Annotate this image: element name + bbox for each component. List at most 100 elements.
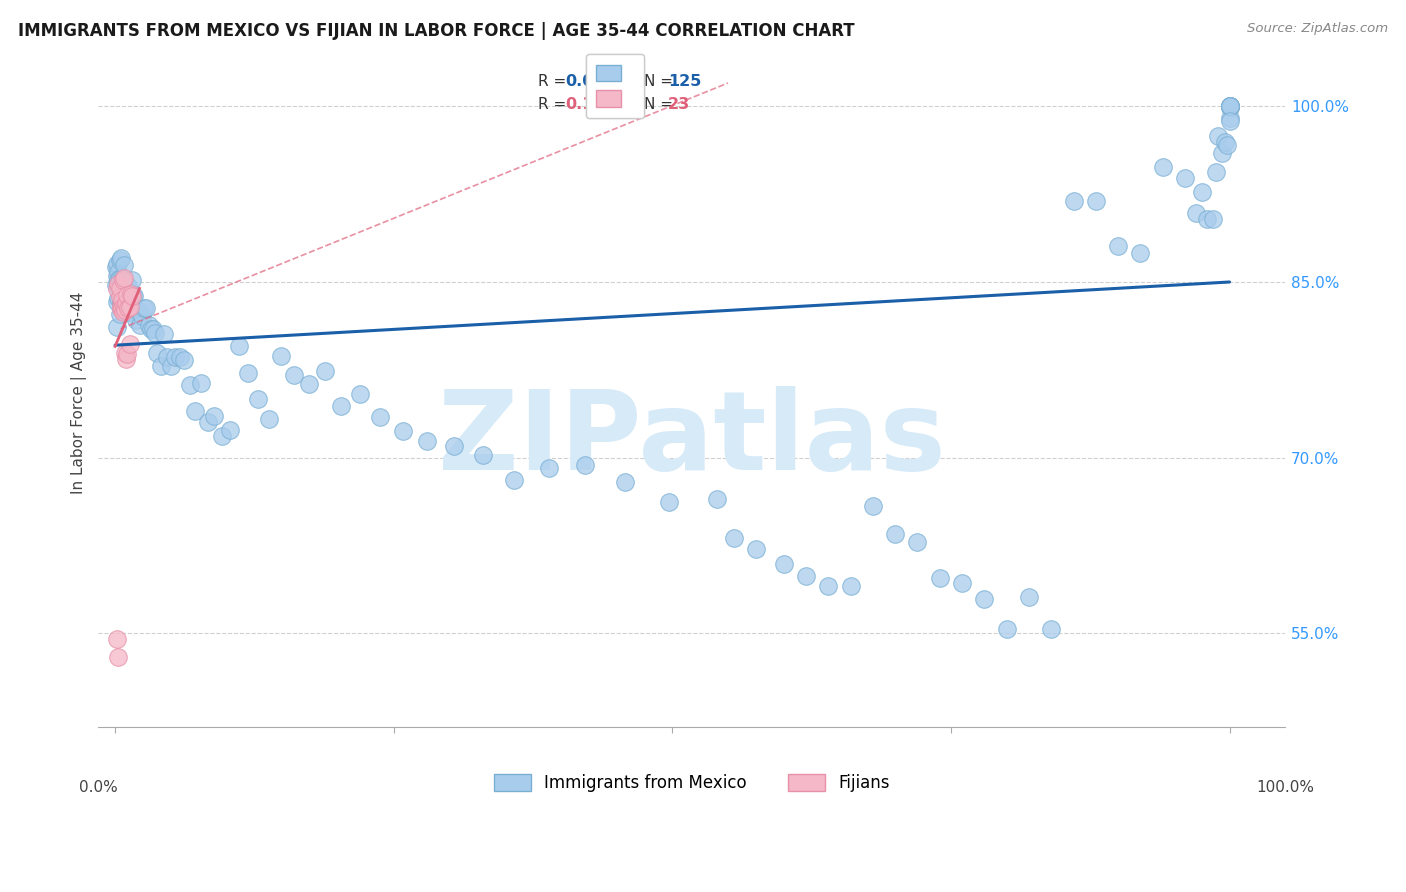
Point <box>1213 135 1236 149</box>
Point <box>110 295 132 310</box>
Legend: , : , <box>586 54 644 118</box>
Point <box>127 303 149 318</box>
Text: 0.0%: 0.0% <box>79 780 118 795</box>
Point <box>1107 239 1129 253</box>
Point <box>146 345 169 359</box>
Point <box>108 277 131 291</box>
Point <box>257 412 280 426</box>
Point <box>105 320 128 334</box>
Point <box>950 576 973 591</box>
Point <box>1205 165 1227 179</box>
Point <box>115 277 138 292</box>
Point <box>118 300 141 314</box>
Point <box>228 339 250 353</box>
Text: R =: R = <box>537 97 565 112</box>
Point <box>139 321 162 335</box>
Point <box>105 260 128 274</box>
Point <box>314 364 336 378</box>
Point <box>928 571 950 585</box>
Point <box>1063 194 1085 209</box>
Point <box>112 300 135 314</box>
Point <box>246 392 269 406</box>
Point <box>111 288 134 302</box>
Point <box>107 649 129 664</box>
Point <box>173 353 195 368</box>
Point <box>236 366 259 380</box>
Point <box>111 291 134 305</box>
Point <box>1218 99 1240 113</box>
Point <box>115 295 138 310</box>
Point <box>218 423 240 437</box>
Text: 0.167: 0.167 <box>565 97 616 112</box>
Point <box>122 288 145 302</box>
Point <box>159 359 181 373</box>
Point <box>723 531 745 545</box>
Point <box>115 287 138 301</box>
Point <box>125 312 148 326</box>
Point <box>1185 206 1208 220</box>
Point <box>1211 146 1233 161</box>
Point <box>111 294 134 309</box>
Point <box>772 558 794 572</box>
Point <box>1218 99 1240 113</box>
Point <box>108 290 131 304</box>
Point <box>107 265 129 279</box>
Point <box>117 301 139 315</box>
Point <box>1084 194 1107 208</box>
Point <box>1218 99 1240 113</box>
Point <box>108 280 131 294</box>
Point <box>658 495 681 509</box>
Point <box>907 535 929 549</box>
Point <box>614 475 637 489</box>
Point <box>143 326 166 341</box>
Point <box>114 284 136 298</box>
Point <box>112 271 135 285</box>
Point <box>117 347 139 361</box>
Point <box>1218 99 1240 113</box>
Point <box>105 257 128 271</box>
Point <box>1216 138 1239 153</box>
Point <box>1129 245 1152 260</box>
Text: R =: R = <box>537 74 565 89</box>
Point <box>132 301 155 315</box>
Point <box>142 322 165 336</box>
Point <box>179 377 201 392</box>
Point <box>112 282 135 296</box>
Point <box>110 251 132 265</box>
Point <box>110 281 132 295</box>
Point <box>165 350 187 364</box>
Point <box>1040 622 1063 636</box>
Point <box>211 429 233 443</box>
Point <box>190 376 212 390</box>
Text: 125: 125 <box>668 74 702 89</box>
Point <box>1197 212 1219 227</box>
Point <box>794 569 817 583</box>
Point <box>270 349 292 363</box>
Point <box>111 273 134 287</box>
Point <box>114 302 136 317</box>
Point <box>122 288 145 302</box>
Text: 23: 23 <box>668 97 690 112</box>
Point <box>391 424 413 438</box>
Point <box>111 304 134 318</box>
Point <box>1218 100 1240 114</box>
Point <box>1208 128 1230 143</box>
Point <box>105 277 128 292</box>
Point <box>131 309 153 323</box>
Point <box>1202 212 1225 227</box>
Point <box>153 326 176 341</box>
Point <box>1218 100 1240 114</box>
Point <box>111 271 134 285</box>
Point <box>416 434 439 448</box>
Point <box>149 359 172 373</box>
Point <box>111 279 134 293</box>
Text: Source: ZipAtlas.com: Source: ZipAtlas.com <box>1247 22 1388 36</box>
Point <box>107 277 129 292</box>
Point <box>107 277 129 291</box>
Text: 0.087: 0.087 <box>565 74 616 89</box>
Point <box>105 632 128 646</box>
Point <box>124 307 146 321</box>
Point <box>349 387 371 401</box>
Point <box>138 318 160 332</box>
Point <box>111 293 134 308</box>
